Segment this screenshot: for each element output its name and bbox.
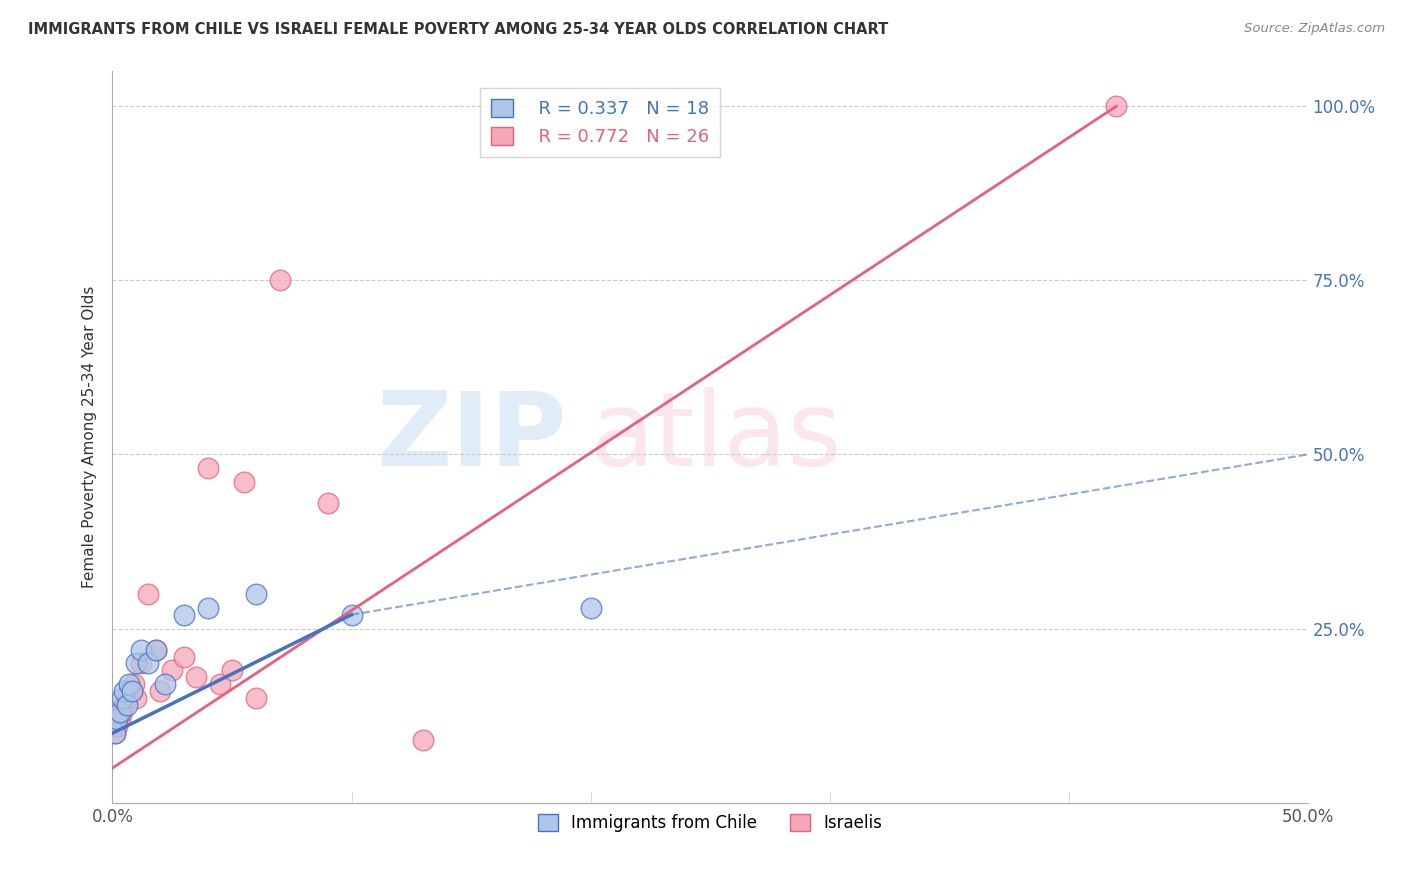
Point — [138, 587, 160, 601]
Point — [129, 657, 152, 671]
Point — [114, 684, 135, 698]
Point — [173, 649, 195, 664]
Point — [105, 719, 128, 733]
Y-axis label: Female Poverty Among 25-34 Year Olds: Female Poverty Among 25-34 Year Olds — [82, 286, 97, 588]
Point — [245, 691, 267, 706]
Point — [579, 600, 602, 615]
Point — [316, 496, 339, 510]
Point — [197, 600, 219, 615]
Point — [115, 691, 138, 706]
Point — [129, 642, 152, 657]
Point — [149, 684, 172, 698]
Point — [104, 726, 127, 740]
Point — [173, 607, 195, 622]
Point — [108, 705, 131, 719]
Legend: Immigrants from Chile, Israelis: Immigrants from Chile, Israelis — [531, 807, 889, 838]
Point — [105, 712, 128, 726]
Text: ZIP: ZIP — [377, 386, 567, 488]
Point — [121, 684, 143, 698]
Text: atlas: atlas — [591, 386, 842, 488]
Point — [1105, 99, 1128, 113]
Point — [197, 461, 219, 475]
Point — [269, 273, 291, 287]
Point — [186, 670, 208, 684]
Point — [209, 677, 232, 691]
Point — [145, 642, 167, 657]
Point — [121, 684, 143, 698]
Point — [118, 684, 141, 698]
Point — [122, 677, 145, 691]
Point — [162, 664, 183, 678]
Point — [145, 642, 167, 657]
Text: Source: ZipAtlas.com: Source: ZipAtlas.com — [1244, 22, 1385, 36]
Text: IMMIGRANTS FROM CHILE VS ISRAELI FEMALE POVERTY AMONG 25-34 YEAR OLDS CORRELATIO: IMMIGRANTS FROM CHILE VS ISRAELI FEMALE … — [28, 22, 889, 37]
Point — [118, 677, 141, 691]
Point — [221, 664, 243, 678]
Point — [153, 677, 176, 691]
Point — [104, 726, 127, 740]
Point — [412, 733, 434, 747]
Point — [340, 607, 363, 622]
Point — [125, 691, 148, 706]
Point — [138, 657, 160, 671]
Point — [114, 698, 135, 713]
Point — [111, 705, 134, 719]
Point — [115, 698, 138, 713]
Point — [233, 475, 256, 490]
Point — [245, 587, 267, 601]
Point — [108, 712, 131, 726]
Point — [125, 657, 148, 671]
Point — [111, 691, 134, 706]
